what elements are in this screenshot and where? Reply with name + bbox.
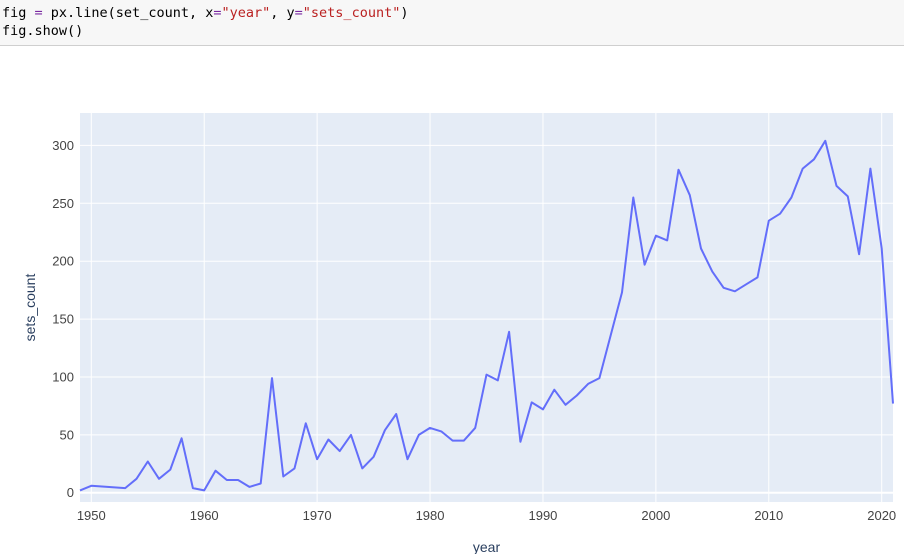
y-axis-title: sets_count (22, 274, 38, 342)
code-operator: = (213, 5, 222, 21)
y-tick-label: 300 (52, 138, 74, 153)
code-operator: = (294, 5, 303, 21)
code-string: "sets_count" (302, 5, 401, 21)
code-token: fig (2, 5, 35, 21)
series-group (79, 139, 894, 492)
x-tick-label: 2010 (754, 508, 783, 523)
y-tick-label: 250 (52, 196, 74, 211)
y-tick-label: 0 (67, 485, 74, 500)
x-tick-label: 1990 (528, 508, 557, 523)
x-axis-title: year (473, 539, 501, 554)
y-tick-label: 100 (52, 369, 74, 384)
x-tick-label: 1980 (416, 508, 445, 523)
y-axis-ticks: 0 50 100 150 200 250 300 (52, 138, 74, 500)
series-line[interactable] (79, 139, 894, 492)
x-tick-label: 1960 (190, 508, 219, 523)
code-string: "year" (221, 5, 271, 21)
code-token: px.line(set_count, x (42, 5, 214, 21)
y-tick-label: 150 (52, 312, 74, 327)
code-token: , y (270, 5, 295, 21)
x-tick-label: 2020 (867, 508, 896, 523)
x-tick-label: 1950 (77, 508, 106, 523)
code-cell[interactable]: fig = px.line(set_count, x="year", y="se… (0, 0, 904, 46)
code-line-2: fig.show() (2, 23, 84, 39)
y-tick-label: 50 (60, 427, 74, 442)
y-tick-label: 200 (52, 254, 74, 269)
plot-area[interactable] (80, 113, 893, 502)
line-chart[interactable]: 0 50 100 150 200 250 300 1950 1960 1970 1980 1990 2… (0, 46, 904, 554)
code-operator: = (34, 5, 43, 21)
grid-lines (80, 113, 893, 502)
code-line-1: fig = px.line(set_count, x="year", y="se… (2, 4, 408, 22)
x-axis-ticks: 1950 1960 1970 1980 1990 2000 2010 2020 (77, 508, 896, 523)
x-tick-label: 2000 (641, 508, 670, 523)
x-tick-label: 1970 (303, 508, 332, 523)
code-token: ) (400, 5, 409, 21)
